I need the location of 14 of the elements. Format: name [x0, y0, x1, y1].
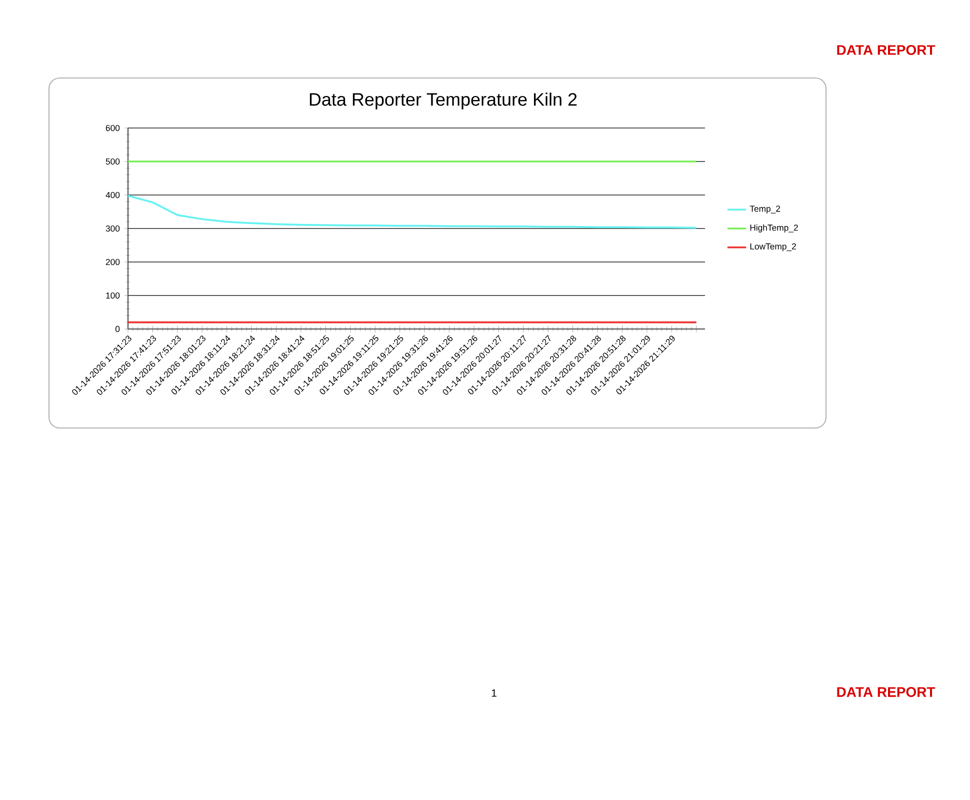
y-tick-label: 200 [106, 258, 120, 266]
y-tick-label: 500 [106, 158, 120, 165]
text: 1 [492, 689, 496, 697]
y-tick-label: 0 [115, 326, 120, 332]
legend-label: Temp_2 [750, 206, 780, 214]
legend-label: HighTemp_2 [750, 224, 798, 232]
text: DATA REPORT [837, 45, 936, 55]
y-tick-label: 100 [106, 292, 120, 299]
text: DATA REPORT [837, 687, 936, 697]
chart-title: Data Reporter Temperature Kiln 2 [310, 92, 577, 110]
y-tick-label: 300 [106, 225, 120, 232]
y-tick-label: 400 [106, 192, 120, 198]
y-tick-label: 600 [106, 124, 120, 132]
legend-label: LowTemp_2 [750, 243, 796, 252]
